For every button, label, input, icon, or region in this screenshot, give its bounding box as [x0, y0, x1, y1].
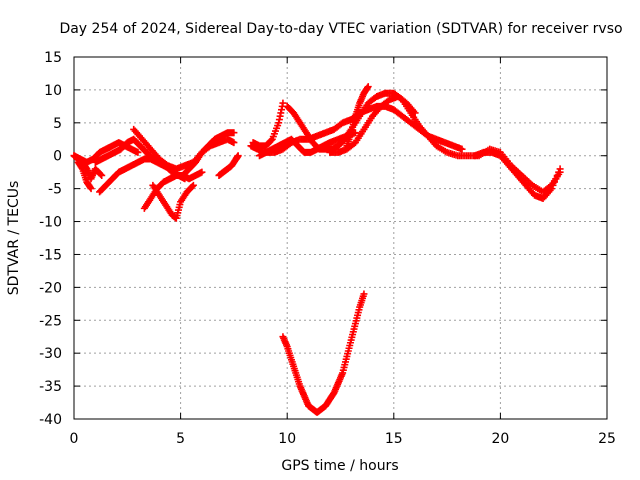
x-tick-label: 10 — [278, 431, 296, 447]
data-point — [364, 83, 372, 91]
data-point — [552, 175, 560, 183]
series-track-17 — [279, 290, 368, 416]
data-point — [267, 136, 275, 144]
data-point — [230, 139, 238, 147]
x-tick-label: 25 — [598, 431, 616, 447]
x-tick-label: 15 — [385, 431, 403, 447]
series-track-8 — [149, 181, 197, 222]
y-tick-label: -5 — [48, 182, 62, 198]
chart-title: Day 254 of 2024, Sidereal Day-to-day VTE… — [59, 21, 622, 37]
x-tick-labels: 0 5 10 15 20 25 — [70, 431, 616, 447]
y-tick-label: 15 — [44, 50, 62, 66]
grid — [74, 57, 607, 419]
y-tick-label: 10 — [44, 83, 62, 99]
data-point — [411, 109, 419, 117]
ticks — [73, 56, 608, 420]
data-point — [134, 148, 142, 156]
y-tick-label: -35 — [39, 379, 62, 395]
series-track-7 — [140, 168, 206, 212]
y-tick-label: -25 — [39, 313, 62, 329]
y-tick-label: -20 — [39, 280, 62, 296]
series-track-14 — [326, 92, 419, 156]
data-point — [458, 145, 466, 153]
data-point — [97, 170, 105, 178]
x-tick-label: 5 — [176, 431, 185, 447]
y-tick-label: -10 — [39, 215, 62, 231]
data-point — [360, 290, 368, 298]
y-tick-labels: 15 10 5 0 -5 -10 -15 -20 -25 -30 -35 -40 — [39, 50, 62, 428]
data-point — [188, 182, 196, 190]
data-point — [87, 185, 95, 193]
series-track-15 — [343, 83, 372, 150]
x-tick-label: 20 — [491, 431, 509, 447]
y-tick-label: 0 — [53, 149, 62, 165]
data-point — [230, 129, 238, 137]
x-axis-title: GPS time / hours — [281, 458, 398, 474]
data-point — [550, 178, 558, 186]
data-point — [553, 171, 561, 179]
y-tick-label: 5 — [53, 116, 62, 132]
y-tick-label: -30 — [39, 346, 62, 362]
data-point — [234, 152, 242, 160]
plot-frame — [73, 56, 608, 420]
x-tick-label: 0 — [70, 431, 79, 447]
data-point — [556, 165, 564, 173]
y-tick-label: -40 — [39, 412, 62, 428]
series-track-3 — [74, 158, 95, 193]
series-track-12 — [255, 129, 359, 160]
data-point — [279, 99, 287, 107]
series-track-11 — [249, 99, 287, 150]
data-point — [98, 171, 106, 179]
series-track-6 — [130, 125, 238, 173]
data-point — [548, 185, 556, 193]
series-track-16 — [471, 148, 564, 203]
y-axis-title: SDTVAR / TECUs — [6, 181, 22, 296]
data-point — [549, 181, 557, 189]
data-point — [198, 168, 206, 176]
data-marks — [70, 83, 564, 416]
data-point — [555, 168, 563, 176]
y-tick-label: -15 — [39, 247, 62, 263]
series-track-9 — [215, 152, 242, 179]
data-point — [189, 181, 197, 189]
